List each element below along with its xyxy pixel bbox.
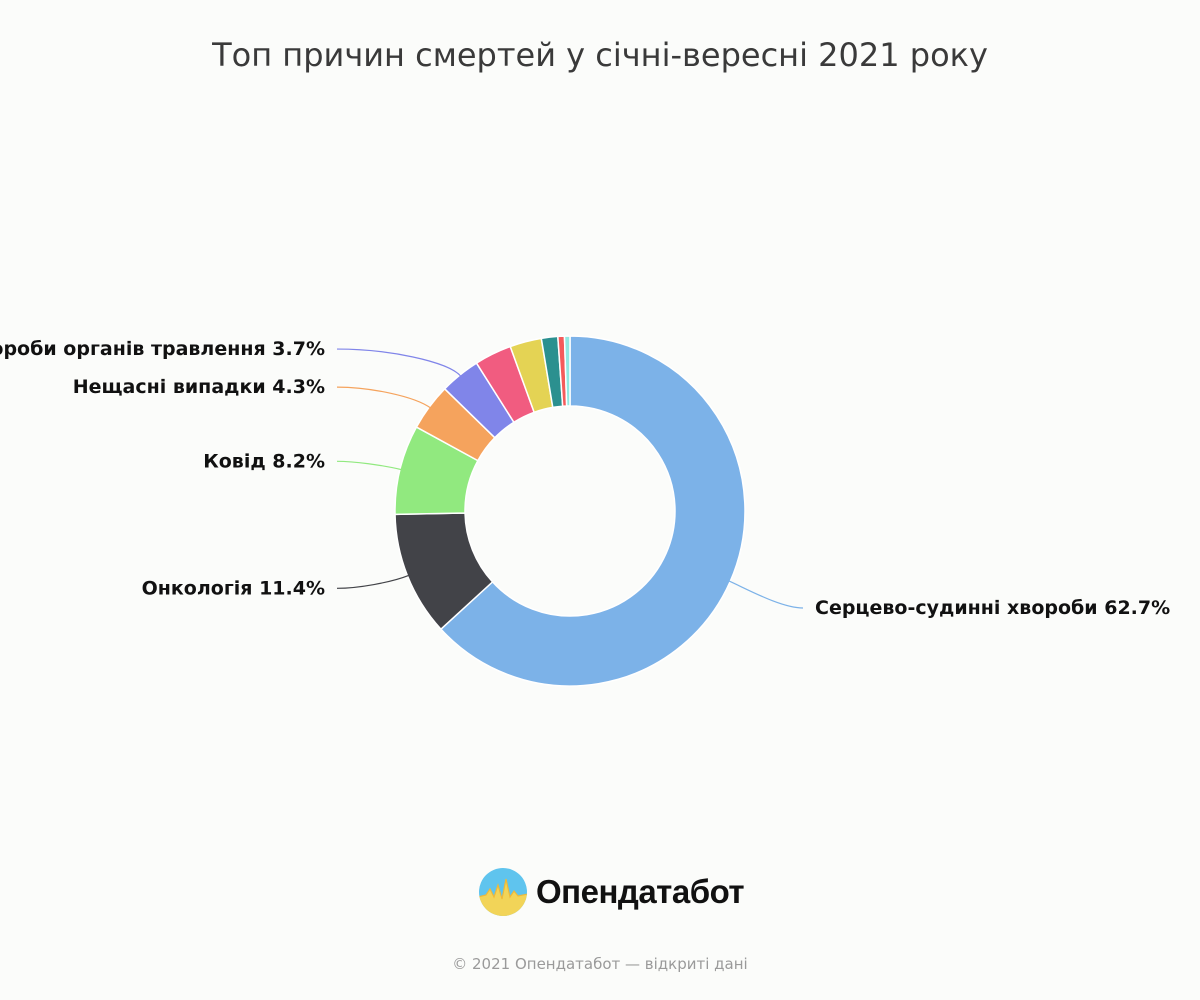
label-connector xyxy=(336,574,410,589)
data-label: Серцево-судинні хвороби 62.7% xyxy=(815,597,1170,619)
data-label: Ковід 8.2% xyxy=(203,450,325,472)
label-connector xyxy=(336,460,403,471)
labels-group: Серцево-судинні хвороби 62.7% Онкологія 1… xyxy=(0,338,1170,619)
chart-title: Топ причин смертей у січні-вересні 2021 … xyxy=(212,36,988,74)
opendatabot-logo-icon xyxy=(479,868,527,916)
label-connector xyxy=(336,348,462,377)
slices-group xyxy=(394,335,746,687)
data-label: Онкологія 11.4% xyxy=(142,577,325,599)
footer-copyright: © 2021 Опендатабот — відкриті дані xyxy=(452,955,748,973)
data-label: Нещасні випадки 4.3% xyxy=(73,376,325,398)
pie-slice xyxy=(439,335,746,687)
data-label: Хвороби органів травлення 3.7% xyxy=(0,338,325,360)
pie-slice xyxy=(563,335,571,407)
label-connector xyxy=(336,386,432,409)
logo-text: Опендатабот xyxy=(536,873,745,910)
connectors-group xyxy=(336,348,804,609)
label-connector xyxy=(728,580,804,609)
logo: Опендатабот xyxy=(478,866,745,918)
